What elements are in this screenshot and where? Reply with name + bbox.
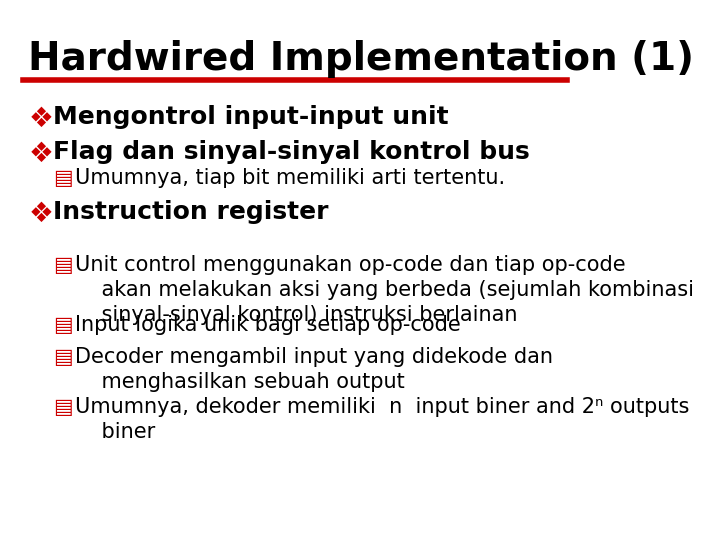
Text: Umumnya, dekoder memiliki  n  input biner and 2ⁿ outputs
    biner: Umumnya, dekoder memiliki n input biner … — [75, 397, 689, 442]
Text: Mengontrol input-input unit: Mengontrol input-input unit — [53, 105, 449, 129]
Text: ❖: ❖ — [28, 105, 53, 133]
Text: Decoder mengambil input yang didekode dan
    menghasilkan sebuah output: Decoder mengambil input yang didekode da… — [75, 347, 553, 392]
Text: ▤: ▤ — [53, 168, 73, 188]
Text: ▤: ▤ — [53, 255, 73, 275]
Text: Input logika unik bagi setiap op-code: Input logika unik bagi setiap op-code — [75, 315, 461, 335]
Text: Umumnya, tiap bit memiliki arti tertentu.: Umumnya, tiap bit memiliki arti tertentu… — [75, 168, 505, 188]
Text: ❖: ❖ — [28, 200, 53, 228]
Text: Hardwired Implementation (1): Hardwired Implementation (1) — [28, 40, 694, 78]
Text: ❖: ❖ — [28, 140, 53, 168]
Text: Unit control menggunakan op-code dan tiap op-code
    akan melakukan aksi yang b: Unit control menggunakan op-code dan tia… — [75, 255, 694, 325]
Text: ▤: ▤ — [53, 397, 73, 417]
Text: Instruction register: Instruction register — [53, 200, 328, 224]
Text: Flag dan sinyal-sinyal kontrol bus: Flag dan sinyal-sinyal kontrol bus — [53, 140, 529, 164]
Text: ▤: ▤ — [53, 315, 73, 335]
Text: ▤: ▤ — [53, 347, 73, 367]
